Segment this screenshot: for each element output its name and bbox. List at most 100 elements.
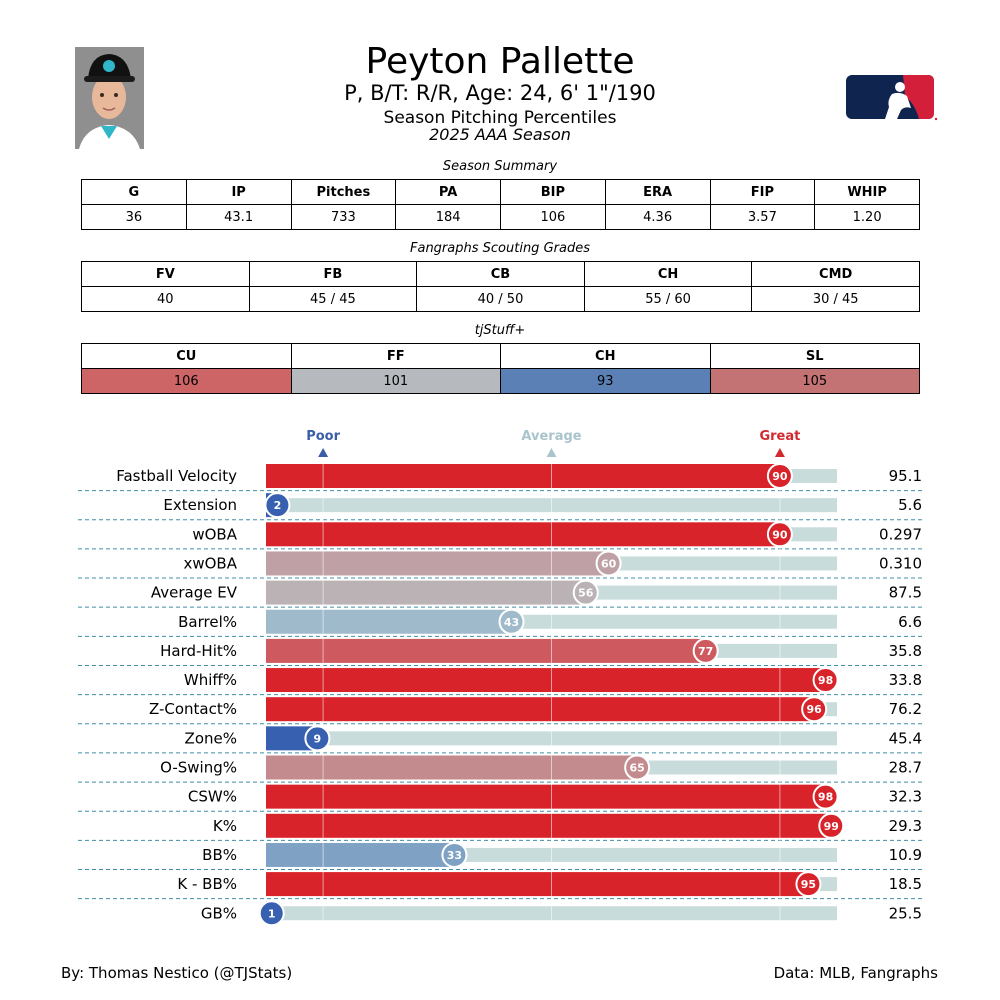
scouting-grades-table: FV FB CB CH CMD 40 45 / 45 40 / 50 55 / … [81,261,920,312]
grades-value-fv: 40 [81,286,250,312]
scouting-grades-caption: Fangraphs Scouting Grades [410,241,590,256]
scale-marker-average [546,448,557,457]
percentile-marker-gb [258,900,285,927]
grades-value-fb: 45 / 45 [248,286,418,312]
metric-value-xwoba: 0.310 [879,554,922,572]
season-summary-caption: Season Summary [442,159,558,174]
metric-value-csw: 32.3 [889,788,922,806]
percentile-marker-extension [264,492,291,519]
tjstuff-value-cu: 106 [81,368,292,394]
bar-average-ev [266,580,586,605]
metric-label-z-contact: Z-Contact% [149,700,237,718]
percentile-label-xwoba: 60 [601,557,617,570]
scale-marker-poor [318,448,329,457]
metric-value-barrel: 6.6 [898,613,922,631]
summary-value-era: 4.36 [604,204,711,230]
metric-value-bb: 10.9 [889,846,922,864]
metric-label-o-swing: O-Swing% [160,759,237,777]
metric-label-k-bb: K - BB% [177,875,237,893]
summary-header-fip: FIP [709,179,816,205]
metric-label-average-ev: Average EV [151,584,238,602]
summary-header-g: G [81,179,187,205]
metric-label-extension: Extension [163,496,237,514]
summary-header-era: ERA [604,179,711,205]
percentile-label-bb: 33 [447,849,462,862]
percentile-marker-k [818,812,845,839]
grades-value-ch: 55 / 60 [583,286,753,312]
metric-label-xwoba: xwOBA [183,554,237,572]
grades-header-ch: CH [583,261,753,287]
bar-barrel [266,609,512,634]
metric-label-zone: Zone% [185,729,237,747]
summary-value-ip: 43.1 [185,204,292,230]
bar-whiff [266,668,826,693]
percentile-label-csw: 98 [818,791,833,804]
season-label: 2025 AAA Season [429,125,571,144]
season-summary-table: G IP Pitches PA BIP ERA FIP WHIP 36 43.1… [81,179,920,230]
metric-value-fastball-velocity: 95.1 [889,467,922,485]
bar-fastball-velocity [266,464,780,488]
metric-value-gb: 25.5 [889,904,922,922]
summary-value-bip: 106 [500,204,606,230]
summary-value-pitches: 733 [290,204,397,230]
player-name: Peyton Pallette [365,41,635,82]
metric-value-extension: 5.6 [898,496,922,514]
chart-subtitle: Season Pitching Percentiles [383,108,617,128]
tjstuff-header-cu: CU [81,343,292,369]
metric-label-fastball-velocity: Fastball Velocity [116,467,237,485]
bar-k-bb [266,872,809,897]
metric-label-csw: CSW% [188,788,237,806]
percentile-label-zone: 9 [314,732,322,745]
percentile-marker-k-bb [795,871,822,898]
percentile-label-hard-hit: 77 [698,645,713,658]
percentile-marker-woba [766,521,793,548]
summary-value-pa: 184 [395,204,501,230]
metric-label-woba: wOBA [192,525,237,543]
summary-value-fip: 3.57 [709,204,816,230]
percentile-marker-hard-hit [692,637,719,664]
scale-label-average: Average [521,429,581,444]
scale-label-poor: Poor [306,429,340,444]
percentile-marker-barrel [498,608,525,635]
metric-value-k: 29.3 [889,817,922,835]
metric-value-o-swing: 28.7 [889,759,922,777]
bar-hard-hit [266,638,706,663]
percentile-marker-average-ev [572,579,599,606]
percentile-label-k: 99 [824,820,839,833]
summary-header-pitches: Pitches [290,179,397,205]
bar-csw [266,784,826,809]
tjstuff-value-ch: 93 [500,368,711,394]
percentile-label-gb: 1 [268,907,276,920]
grades-header-fv: FV [81,261,250,287]
metric-label-k: K% [213,817,237,835]
tjstuff-header-ff: FF [290,343,501,369]
metric-value-average-ev: 87.5 [889,584,922,602]
tjstuff-caption: tjStuff+ [474,323,526,338]
percentile-label-barrel: 43 [504,616,519,629]
summary-header-whip: WHIP [814,179,920,205]
grades-value-cb: 40 / 50 [416,286,585,312]
metric-value-woba: 0.297 [879,525,922,543]
tjstuff-value-sl: 105 [709,368,920,394]
summary-value-g: 36 [81,204,187,230]
metric-value-z-contact: 76.2 [889,700,922,718]
percentile-marker-xwoba [595,550,622,577]
percentile-chart: Poor Average Great Fastball Velocity 95.1 Ext… [78,429,922,927]
metric-value-zone: 45.4 [889,729,922,747]
percentile-marker-z-contact [801,696,828,723]
percentile-marker-o-swing [624,754,651,781]
percentile-label-average-ev: 56 [578,587,594,600]
percentile-label-z-contact: 96 [807,703,823,716]
percentile-label-extension: 2 [274,499,282,512]
percentile-marker-whiff [812,667,839,694]
percentile-label-fastball-velocity: 90 [772,470,788,483]
summary-header-ip: IP [185,179,292,205]
player-headshot [75,47,144,149]
grades-header-cmd: CMD [751,261,920,287]
metric-value-k-bb: 18.5 [889,875,922,893]
metric-value-whiff: 33.8 [889,671,922,689]
metric-label-barrel: Barrel% [178,613,237,631]
percentile-label-k-bb: 95 [801,878,816,891]
percentile-marker-bb [441,841,468,868]
percentile-label-whiff: 98 [818,674,833,687]
